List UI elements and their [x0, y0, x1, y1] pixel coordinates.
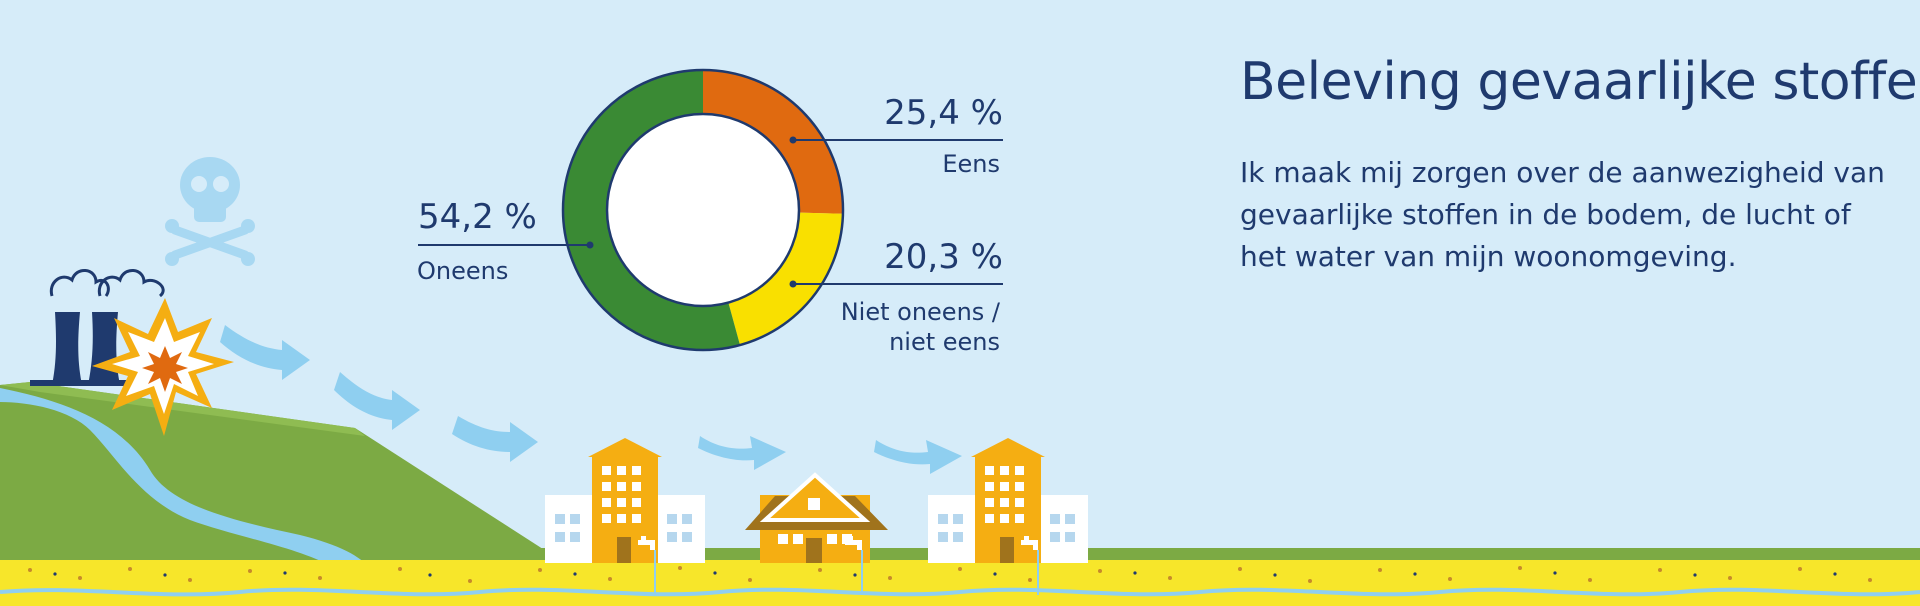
river [0, 388, 374, 597]
flow-arrow-icon [334, 372, 420, 430]
donut-slice-oneens [563, 70, 740, 350]
category-label-niet-line2: niet eens [889, 328, 1000, 356]
building-group-right [928, 438, 1088, 595]
statement-text: Ik maak mij zorgen over de aanwezigheid … [1240, 156, 1885, 273]
donut-outer-ring [561, 68, 845, 352]
value-label-eens: 25,4 % [884, 93, 1003, 133]
flow-arrow-icon [874, 440, 962, 474]
soil-layer [0, 560, 1920, 606]
donut-hole [605, 112, 801, 308]
flow-arrows [220, 325, 962, 474]
explosion-icon [92, 298, 234, 436]
category-label-oneens: Oneens [417, 257, 508, 285]
value-label-niet: 20,3 % [884, 237, 1003, 277]
donut-slice-eens [703, 70, 843, 214]
flow-arrow-icon [452, 416, 538, 462]
water-tap-icon [845, 536, 862, 550]
category-label-eens: Eens [942, 150, 1000, 178]
building-group-left [545, 438, 705, 595]
water-tap-icon [1021, 536, 1038, 550]
donut-chart [561, 68, 845, 352]
page-title: Beleving gevaarlijke stoffen [1240, 52, 1920, 112]
flow-arrow-icon [220, 325, 310, 380]
flow-arrow-icon [698, 436, 786, 470]
landscape [0, 382, 1920, 606]
building-house [745, 472, 888, 595]
donut-slice-niet-oneens-niet-eens [728, 212, 843, 346]
value-label-oneens: 54,2 % [418, 197, 537, 237]
water-tap-icon [638, 536, 655, 550]
category-label-niet-line1: Niet oneens / [841, 298, 1001, 326]
chart-labels: 25,4 % Eens 20,3 % Niet oneens / niet ee… [417, 93, 1003, 356]
skull-crossbones-icon [165, 157, 255, 266]
